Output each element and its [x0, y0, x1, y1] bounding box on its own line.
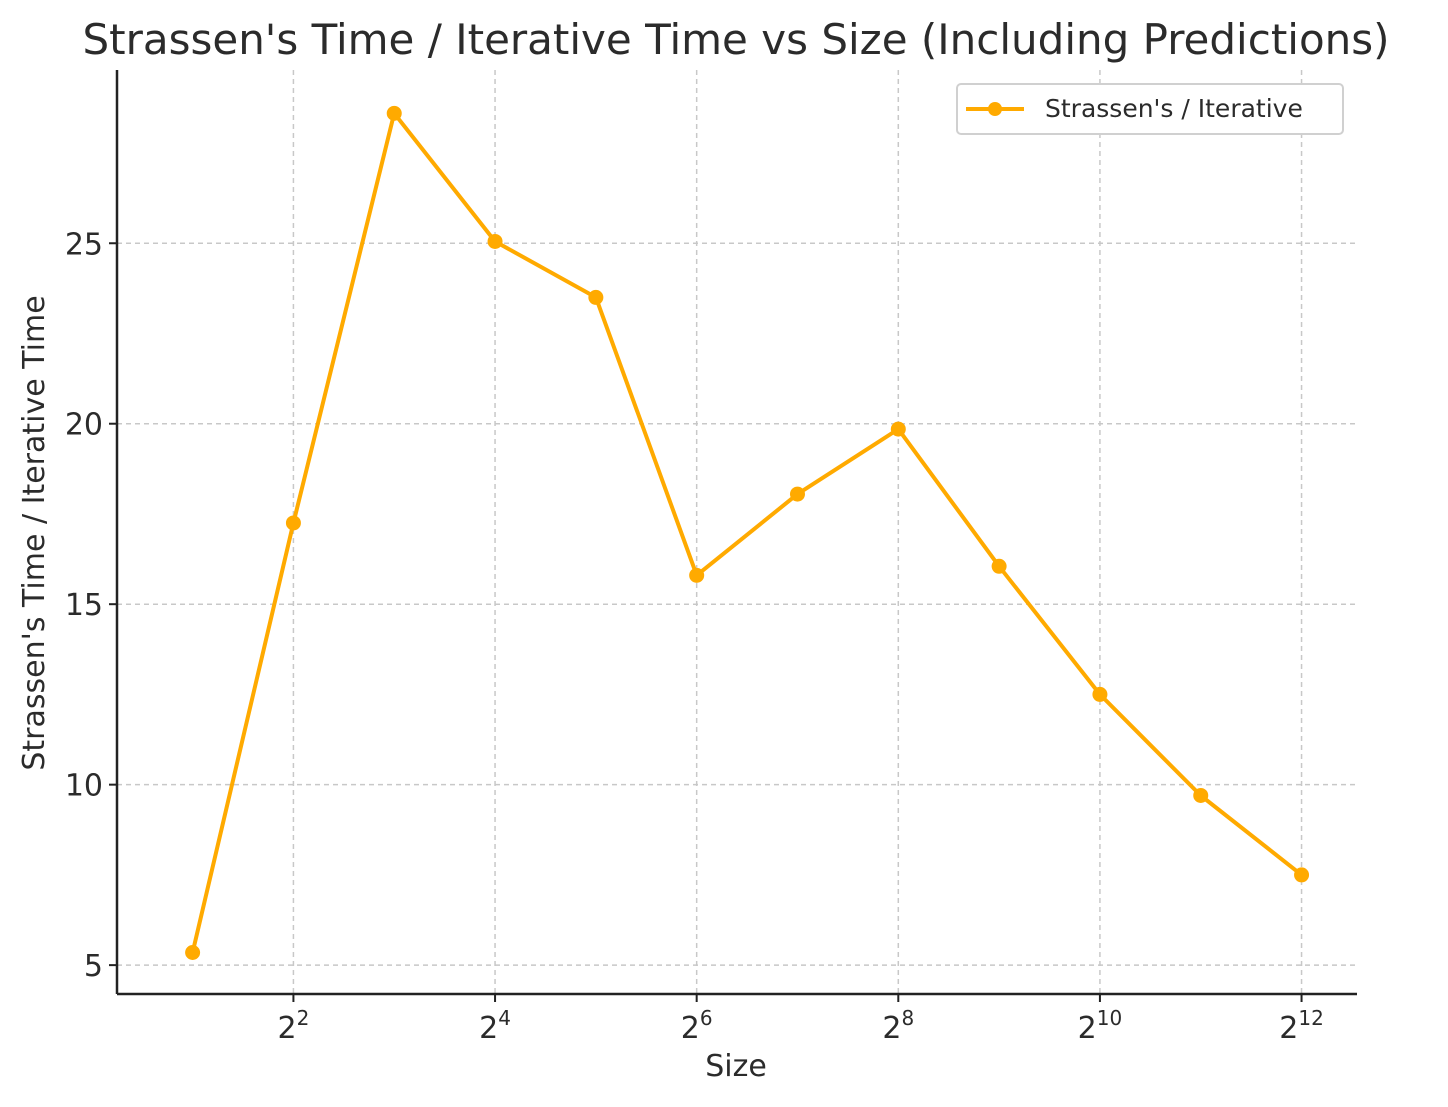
- y-axis-label: Strassen's Time / Iterative Time: [17, 295, 52, 770]
- data-point: [1092, 686, 1108, 702]
- x-tick-label-base: 2: [681, 1011, 700, 1046]
- x-axis-label: Size: [705, 1049, 767, 1084]
- data-point: [185, 944, 201, 960]
- series-line: [190, 111, 1303, 953]
- legend-box: [956, 83, 1344, 135]
- legend-label: Strassen's / Iterative: [1045, 94, 1303, 123]
- x-tick-label-exponent: 2: [297, 1006, 310, 1030]
- data-point: [588, 289, 604, 305]
- series-layer: [185, 105, 1310, 960]
- x-tick-label-exponent: 10: [1097, 1006, 1122, 1030]
- y-tick-label: 10: [65, 769, 103, 804]
- data-point: [890, 421, 906, 437]
- x-tick-label-base: 2: [479, 1011, 498, 1046]
- data-point: [991, 558, 1007, 574]
- axes: [109, 70, 1357, 1002]
- data-point: [487, 233, 503, 249]
- x-tick-label-exponent: 6: [700, 1006, 713, 1030]
- x-tick-label-exponent: 12: [1298, 1006, 1323, 1030]
- x-tick-label-base: 2: [882, 1011, 901, 1046]
- x-tick-label: 24: [479, 1006, 511, 1046]
- x-tick-label: 28: [882, 1006, 914, 1046]
- y-tick-label: 5: [84, 949, 103, 984]
- data-point: [1193, 787, 1209, 803]
- data-point: [386, 105, 402, 121]
- data-point: [1294, 867, 1310, 883]
- x-tick-label: 212: [1279, 1006, 1324, 1046]
- y-tick-label: 20: [65, 408, 103, 443]
- x-tick-label: 26: [681, 1006, 713, 1046]
- legend: Strassen's / Iterative: [956, 83, 1344, 135]
- x-tick-label-base: 2: [278, 1011, 297, 1046]
- x-tick-label-exponent: 8: [901, 1006, 914, 1030]
- data-point: [689, 567, 705, 583]
- data-point: [789, 486, 805, 502]
- x-tick-label-base: 2: [1279, 1011, 1298, 1046]
- chart-title: Strassen's Time / Iterative Time vs Size…: [82, 15, 1389, 64]
- y-tick-label: 15: [65, 588, 103, 623]
- x-tick-label-base: 2: [1078, 1011, 1097, 1046]
- data-point: [285, 515, 301, 531]
- legend-marker-swatch: [988, 102, 1002, 116]
- x-tick-label-exponent: 4: [498, 1006, 511, 1030]
- x-tick-label: 210: [1078, 1006, 1123, 1046]
- x-tick-label: 22: [278, 1006, 310, 1046]
- grid-lines: [117, 70, 1357, 994]
- y-tick-label: 25: [65, 227, 103, 262]
